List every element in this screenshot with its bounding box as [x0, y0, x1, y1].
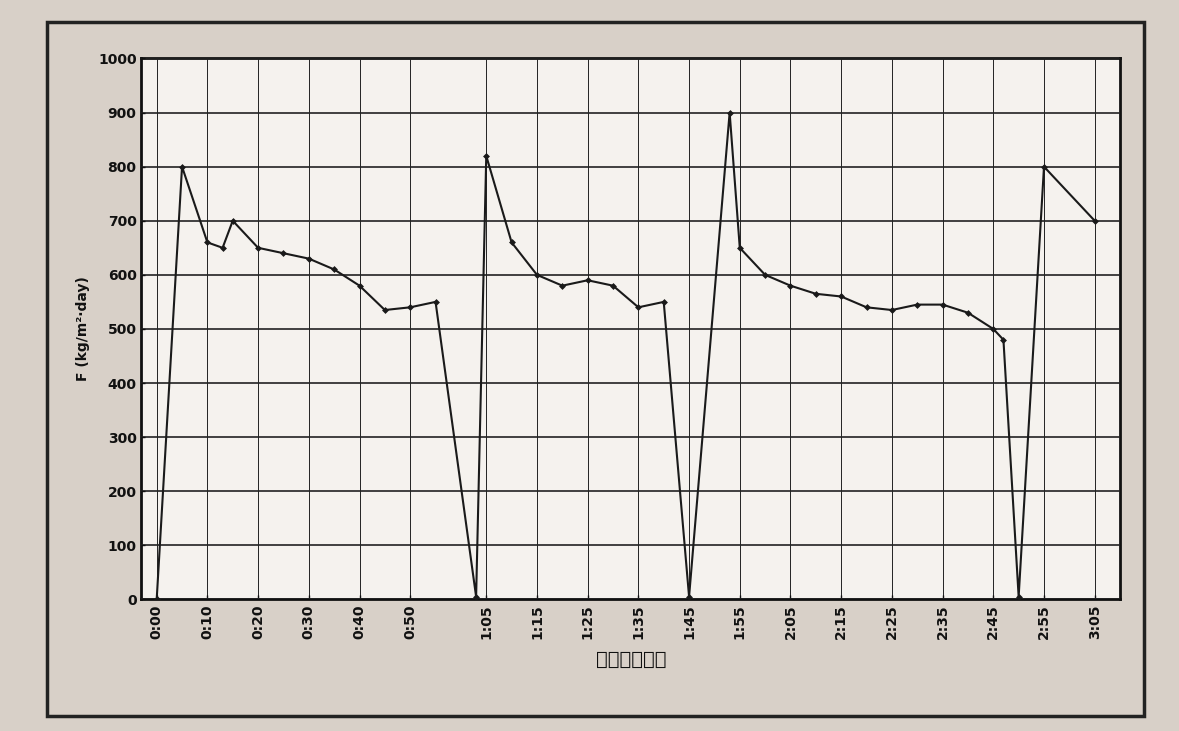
Y-axis label: F (kg/m²·day): F (kg/m²·day) — [75, 276, 90, 382]
X-axis label: 时间（小时）: 时间（小时） — [595, 650, 666, 669]
